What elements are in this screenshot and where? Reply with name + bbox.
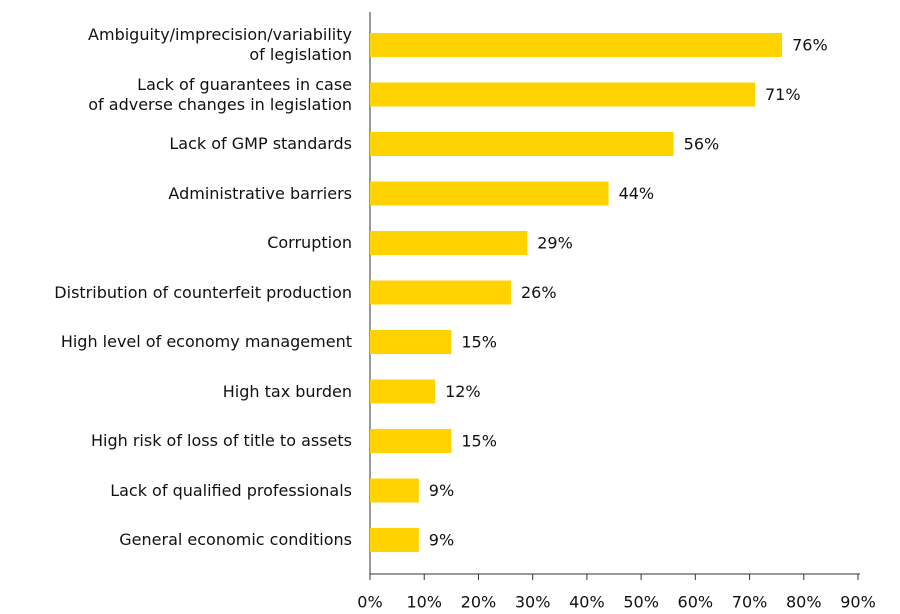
category-label: Administrative barriers: [168, 183, 352, 203]
x-tick-label: 60%: [678, 593, 714, 612]
value-label: 29%: [537, 234, 573, 253]
value-label: 44%: [619, 184, 655, 203]
value-label: 9%: [429, 531, 454, 550]
value-label: 76%: [792, 36, 828, 55]
x-tick-label: 10%: [406, 593, 442, 612]
bar: [370, 330, 452, 354]
category-label: High level of economy management: [60, 332, 352, 351]
value-label: 12%: [445, 382, 481, 401]
category-label: Distribution of counterfeit production: [54, 282, 352, 302]
bar: [370, 379, 436, 404]
x-tick-label: 0%: [357, 593, 382, 612]
bar: [370, 33, 783, 57]
category-label: High risk of loss of title to assets: [90, 431, 352, 450]
bar: [370, 132, 674, 156]
category-label: High tax burden: [222, 381, 352, 401]
bar: [370, 429, 452, 453]
value-label: 56%: [684, 135, 720, 154]
bar: [370, 82, 755, 107]
value-label: 26%: [521, 283, 557, 302]
x-tick-label: 40%: [569, 593, 605, 612]
x-tick-label: 70%: [732, 593, 768, 612]
category-label: Lack of GMP standards: [169, 134, 352, 153]
category-label: Lack of guarantees in case of adverse ch…: [88, 74, 352, 114]
bar: [370, 280, 511, 305]
category-label: Lack of qualified professionals: [110, 480, 352, 500]
x-tick-label: 80%: [786, 593, 822, 612]
x-tick-label: 30%: [515, 593, 551, 612]
bar: [370, 528, 419, 552]
category-label: General economic conditions: [119, 530, 352, 549]
x-tick-label: 90%: [840, 593, 876, 612]
value-label: 9%: [429, 481, 454, 500]
category-label: Ambiguity/imprecision/variability of leg…: [88, 25, 352, 64]
value-label: 15%: [461, 432, 497, 451]
bar: [370, 181, 609, 206]
bar: [370, 231, 528, 255]
x-tick-label: 50%: [623, 593, 659, 612]
value-label: 71%: [765, 85, 801, 104]
category-label: Corruption: [267, 233, 352, 252]
value-label: 15%: [461, 333, 497, 352]
x-tick-label: 20%: [461, 593, 497, 612]
bar: [370, 478, 419, 503]
